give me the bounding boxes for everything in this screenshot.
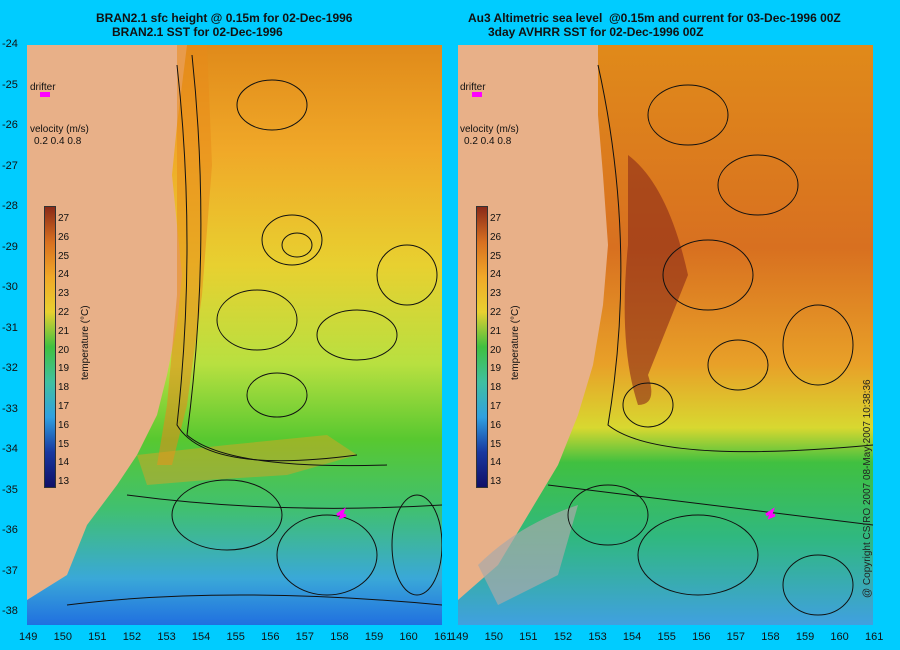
right-colorbar-tick: 26	[490, 231, 502, 243]
right-title-line1: Au3 Altimetric sea level @0.15m and curr…	[468, 11, 841, 25]
left-map-panel	[27, 45, 442, 625]
left-colorbar-tick: 22	[58, 307, 70, 318]
left-colorbar-tick: 14	[58, 457, 70, 469]
right-colorbar-tick: 18	[490, 382, 502, 394]
left-lon-tick: 161	[434, 631, 453, 643]
lat-tick: -37	[2, 564, 18, 577]
lat-tick: -31	[2, 321, 18, 334]
right-lon-tick: 157	[726, 631, 746, 643]
lat-tick: -36	[2, 524, 18, 536]
left-lon-tick: 152	[122, 631, 142, 643]
left-lon-tick: 157	[295, 631, 315, 643]
right-colorbar-tick: 21	[490, 325, 502, 337]
lat-tick: -27	[2, 159, 18, 172]
right-lon-tick: 156	[692, 631, 711, 643]
left-colorbar-tick: 24	[58, 269, 70, 281]
left-lon-tick: 153	[157, 631, 176, 643]
right-colorbar-tick: 14	[490, 457, 502, 469]
right-colorbar-tick: 16	[490, 419, 502, 431]
right-title-line2: 3day AVHRR SST for 02-Dec-1996 00Z	[488, 25, 704, 39]
lat-tick: -29	[2, 240, 18, 253]
left-colorbar-tick: 19	[58, 363, 70, 375]
lat-tick: -32	[2, 362, 18, 374]
right-lon-tick: 149	[450, 631, 469, 643]
left-lon-tick: 155	[226, 631, 245, 643]
lat-tick: -34	[2, 443, 18, 455]
left-lon-tick: 159	[364, 631, 384, 643]
right-lon-tick: 160	[830, 631, 849, 643]
left-colorbar-tick: 17	[58, 401, 70, 412]
left-lon-tick: 150	[53, 631, 72, 643]
left-lon-tick: 149	[19, 631, 38, 643]
right-lon-tick: 161	[865, 631, 884, 643]
left-lon-tick: 156	[261, 631, 280, 643]
right-colorbar-tick: 24	[490, 269, 502, 281]
left-lon-tick: 160	[399, 631, 418, 643]
left-title-line2: BRAN2.1 SST for 02-Dec-1996	[112, 25, 283, 39]
left-colorbar-tick: 27	[58, 213, 70, 224]
right-lon-tick: 152	[553, 631, 573, 643]
left-ocean	[27, 45, 442, 625]
left-colorbar-tick: 18	[58, 382, 70, 394]
right-drifter-icon	[472, 92, 482, 97]
left-colorbar-tick: 13	[58, 476, 70, 488]
lat-tick: -38	[2, 605, 18, 617]
right-colorbar-tick: 17	[490, 401, 502, 412]
right-drifter-label: drifter	[460, 82, 486, 93]
right-sst-map	[458, 45, 873, 625]
right-lon-tick: 151	[519, 631, 538, 643]
left-sst-map	[27, 45, 442, 625]
lat-tick: -26	[2, 119, 18, 131]
right-ocean	[458, 45, 873, 625]
right-colorbar-tick: 15	[490, 438, 502, 450]
left-colorbar-tick: 23	[58, 288, 70, 300]
right-lon-tick: 153	[588, 631, 607, 643]
right-colorbar-tick: 20	[490, 344, 502, 356]
right-lon-tick: 155	[657, 631, 676, 643]
left-colorbar-tick: 26	[58, 231, 70, 243]
right-velocity-title: velocity (m/s)	[460, 124, 519, 135]
left-drifter-icon	[40, 92, 50, 97]
left-colorbar-tick: 20	[58, 344, 70, 356]
lat-tick: -25	[2, 78, 18, 91]
lat-tick: -28	[2, 200, 18, 212]
right-lon-tick: 158	[761, 631, 780, 643]
copyright-text: @ Copyright CSIRO 2007 08-May-2007 10:38…	[862, 379, 873, 598]
left-colorbar-tick: 25	[58, 250, 70, 262]
left-lon-tick: 151	[88, 631, 107, 643]
left-colorbar-tick: 16	[58, 419, 70, 431]
right-lon-tick: 150	[484, 631, 503, 643]
right-colorbar-tick: 19	[490, 363, 502, 375]
right-colorbar-tick: 25	[490, 250, 502, 262]
left-colorbar-title: temperature (°C)	[80, 305, 91, 380]
lat-tick: -35	[2, 483, 18, 496]
left-title-line1: BRAN2.1 sfc height @ 0.15m for 02-Dec-19…	[96, 11, 353, 25]
lat-tick: -30	[2, 281, 18, 293]
left-lon-tick: 154	[191, 631, 211, 643]
right-colorbar-tick: 27	[490, 213, 502, 224]
lat-tick: -33	[2, 402, 18, 415]
right-velocity-scale: 0.2 0.4 0.8	[464, 136, 512, 147]
right-colorbar-tick: 22	[490, 307, 502, 318]
right-colorbar-tick: 23	[490, 288, 502, 300]
right-colorbar-tick: 13	[490, 476, 502, 488]
right-colorbar	[476, 206, 488, 488]
right-map-panel	[458, 45, 873, 625]
left-lon-tick: 158	[330, 631, 349, 643]
left-velocity-scale: 0.2 0.4 0.8	[34, 136, 82, 147]
left-drifter-label: drifter	[30, 82, 56, 93]
left-colorbar-tick: 21	[58, 325, 70, 337]
left-colorbar	[44, 206, 56, 488]
left-colorbar-tick: 15	[58, 438, 70, 450]
left-velocity-title: velocity (m/s)	[30, 124, 89, 135]
right-lon-tick: 159	[795, 631, 815, 643]
lat-tick: -24	[2, 38, 18, 50]
right-lon-tick: 154	[622, 631, 642, 643]
right-colorbar-title: temperature (°C)	[510, 305, 521, 380]
